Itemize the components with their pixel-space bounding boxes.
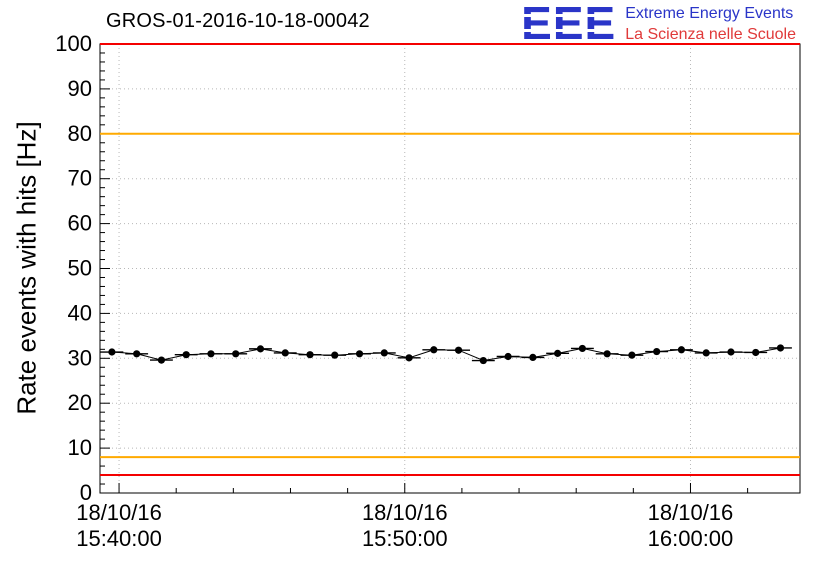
series-rate-events-with-hits bbox=[100, 344, 792, 365]
x-tick-time: 15:40:00 bbox=[76, 526, 162, 551]
data-point bbox=[157, 356, 166, 364]
data-point bbox=[182, 351, 190, 359]
y-tick-label: 20 bbox=[68, 390, 92, 415]
y-tick-label: 70 bbox=[68, 166, 92, 191]
logo-tagline-line1: Extreme Energy Events bbox=[625, 5, 794, 22]
data-point bbox=[554, 349, 562, 357]
data-point bbox=[702, 349, 710, 357]
data-point bbox=[454, 346, 463, 354]
data-point bbox=[529, 353, 537, 362]
data-point bbox=[430, 346, 438, 354]
eee-logo-acronym: EEE bbox=[519, 0, 619, 49]
data-point bbox=[603, 350, 611, 358]
logo-tagline-line2: La Scienza nelle Scuole bbox=[625, 25, 796, 43]
eee-logo-text: EEE bbox=[521, 0, 617, 49]
data-point bbox=[727, 348, 735, 356]
grid bbox=[100, 44, 800, 493]
x-tick-date: 18/10/16 bbox=[76, 500, 162, 525]
data-point bbox=[578, 344, 586, 353]
data-point bbox=[306, 351, 314, 359]
y-tick-label: 100 bbox=[55, 31, 92, 56]
y-tick-label: 60 bbox=[68, 211, 92, 236]
chart-title: GROS-01-2016-10-18-00042 bbox=[106, 10, 370, 32]
eee-logo: EEE Extreme Energy Events La Scienza nel… bbox=[519, 0, 796, 49]
data-point bbox=[232, 350, 240, 358]
data-point bbox=[207, 350, 215, 358]
y-tick-label: 90 bbox=[68, 76, 92, 101]
data-point bbox=[776, 344, 785, 352]
y-tick-label: 0 bbox=[80, 480, 92, 505]
series-line bbox=[111, 347, 781, 362]
y-tick-label: 40 bbox=[68, 300, 92, 325]
data-point bbox=[380, 349, 388, 357]
x-tick-date: 18/10/16 bbox=[648, 500, 734, 525]
data-point bbox=[628, 351, 636, 359]
data-point bbox=[479, 356, 487, 365]
logo-stripe bbox=[519, 29, 619, 32]
x-tick-date: 18/10/16 bbox=[362, 500, 448, 525]
data-point bbox=[653, 347, 661, 356]
data-point bbox=[281, 349, 289, 357]
y-tick-label: 50 bbox=[68, 256, 92, 281]
y-tick-label: 30 bbox=[68, 345, 92, 370]
y-tick-label: 10 bbox=[68, 435, 92, 460]
data-point bbox=[752, 348, 760, 357]
data-point bbox=[331, 351, 339, 359]
x-tick-time: 15:50:00 bbox=[362, 526, 448, 551]
data-point bbox=[133, 350, 141, 358]
data-point bbox=[108, 348, 116, 356]
logo-stripe bbox=[519, 14, 619, 17]
x-tick-time: 16:00:00 bbox=[648, 526, 734, 551]
y-tick-label: 80 bbox=[68, 121, 92, 146]
x-tick-labels: 18/10/1615:40:0018/10/1615:50:0018/10/16… bbox=[76, 500, 733, 551]
data-point bbox=[504, 352, 512, 361]
eee-logo-tagline: Extreme Energy Events La Scienza nelle S… bbox=[625, 3, 796, 43]
data-point bbox=[256, 345, 265, 353]
data-point bbox=[355, 350, 364, 358]
data-point bbox=[677, 346, 686, 354]
axis-ticks bbox=[100, 43, 749, 494]
y-tick-labels: 0 10 20 30 40 50 60 70 80 90 100 bbox=[55, 31, 92, 505]
data-point bbox=[405, 354, 413, 362]
